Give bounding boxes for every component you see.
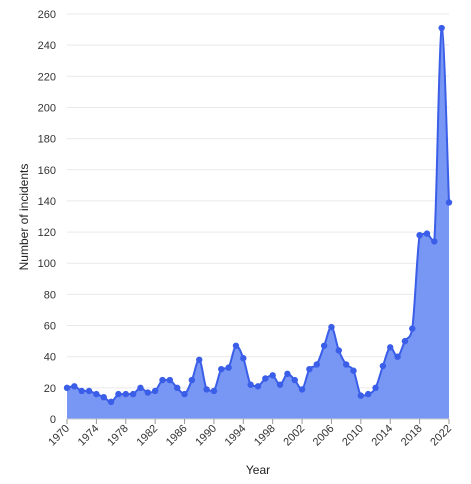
y-tick-label: 140 (38, 196, 56, 208)
y-tick-label: 100 (38, 258, 56, 270)
data-point[interactable] (350, 367, 357, 374)
data-point[interactable] (409, 325, 416, 332)
data-point[interactable] (431, 238, 438, 245)
y-tick-label: 240 (38, 40, 56, 52)
x-axis-title: Year (246, 463, 270, 477)
y-tick-label: 120 (38, 227, 56, 239)
data-point[interactable] (151, 387, 159, 395)
data-point[interactable] (372, 384, 379, 392)
y-tick-label: 200 (38, 102, 56, 114)
data-point[interactable] (71, 383, 78, 390)
data-point[interactable] (85, 387, 93, 395)
data-point[interactable] (247, 381, 254, 388)
data-points (63, 24, 453, 406)
y-tick-label: 260 (38, 9, 56, 21)
y-axis-title: Number of incidents (17, 164, 31, 271)
data-point[interactable] (313, 361, 320, 368)
data-point[interactable] (225, 364, 232, 371)
data-point[interactable] (401, 337, 409, 345)
y-axis: 0 20 40 60 80 100 120 140 160 180 200 220 240 260 (38, 9, 56, 426)
data-point[interactable] (306, 365, 313, 373)
data-point[interactable] (438, 24, 445, 32)
x-tick-label: 2010 (340, 423, 366, 449)
data-point[interactable] (357, 392, 365, 399)
data-point[interactable] (394, 353, 401, 360)
x-tick-label: 1974 (76, 423, 102, 449)
x-tick-label: 1970 (46, 423, 72, 449)
data-point[interactable] (166, 376, 174, 384)
data-point[interactable] (173, 384, 181, 392)
x-tick-label: 2006 (311, 423, 337, 449)
data-point[interactable] (188, 376, 196, 384)
x-tick-label: 1978 (105, 423, 131, 449)
data-point[interactable] (232, 342, 240, 349)
data-point[interactable] (203, 386, 210, 393)
gridlines (67, 13, 449, 420)
x-tick-label: 1982 (134, 423, 160, 449)
data-point[interactable] (342, 361, 350, 368)
data-point[interactable] (100, 393, 107, 401)
x-tick-label: 1990 (193, 423, 219, 449)
data-point[interactable] (181, 390, 188, 398)
x-tick-label: 2018 (399, 423, 425, 449)
data-point[interactable] (416, 231, 423, 239)
x-tick-label: 1994 (223, 423, 249, 449)
data-point[interactable] (328, 323, 335, 331)
data-point[interactable] (269, 372, 276, 379)
data-point[interactable] (387, 344, 394, 351)
area-layer (66, 26, 450, 420)
y-tick-label: 160 (38, 165, 56, 177)
data-point[interactable] (218, 365, 225, 373)
data-point[interactable] (254, 383, 262, 390)
x-tick-label: 2014 (370, 423, 396, 449)
y-tick-label: 20 (44, 383, 56, 395)
x-axis: 1970 1974 1978 1982 1986 1990 1994 1998 2002 2006… (46, 418, 454, 449)
data-point[interactable] (335, 347, 343, 354)
data-point[interactable] (129, 390, 137, 398)
x-tick-label: 2022 (428, 423, 454, 449)
data-point[interactable] (78, 387, 85, 395)
y-tick-label: 40 (44, 352, 56, 364)
y-tick-label: 0 (50, 414, 56, 426)
x-tick-label: 2002 (281, 423, 307, 449)
data-point[interactable] (137, 384, 144, 392)
data-point[interactable] (63, 384, 71, 392)
data-point[interactable] (210, 387, 218, 395)
data-point[interactable] (284, 370, 291, 378)
data-point[interactable] (320, 342, 328, 349)
data-point[interactable] (93, 390, 100, 398)
data-point[interactable] (423, 230, 431, 237)
data-point[interactable] (298, 386, 306, 393)
data-point[interactable] (364, 390, 372, 398)
y-tick-label: 220 (38, 71, 56, 83)
data-point[interactable] (276, 381, 284, 388)
data-point[interactable] (122, 390, 129, 398)
data-point[interactable] (159, 376, 166, 384)
data-point[interactable] (445, 199, 453, 206)
data-point[interactable] (115, 390, 122, 398)
data-point[interactable] (262, 375, 269, 382)
data-point[interactable] (107, 398, 115, 406)
x-tick-label: 1998 (252, 423, 278, 449)
data-point[interactable] (379, 362, 387, 370)
data-point[interactable] (291, 376, 298, 384)
data-point[interactable] (196, 356, 203, 364)
x-tick-label: 1986 (164, 423, 190, 449)
y-tick-label: 60 (44, 321, 56, 333)
y-tick-label: 180 (38, 134, 56, 146)
data-point[interactable] (240, 355, 247, 362)
y-tick-label: 80 (44, 289, 56, 301)
series-area (67, 28, 449, 420)
data-point[interactable] (144, 389, 152, 396)
